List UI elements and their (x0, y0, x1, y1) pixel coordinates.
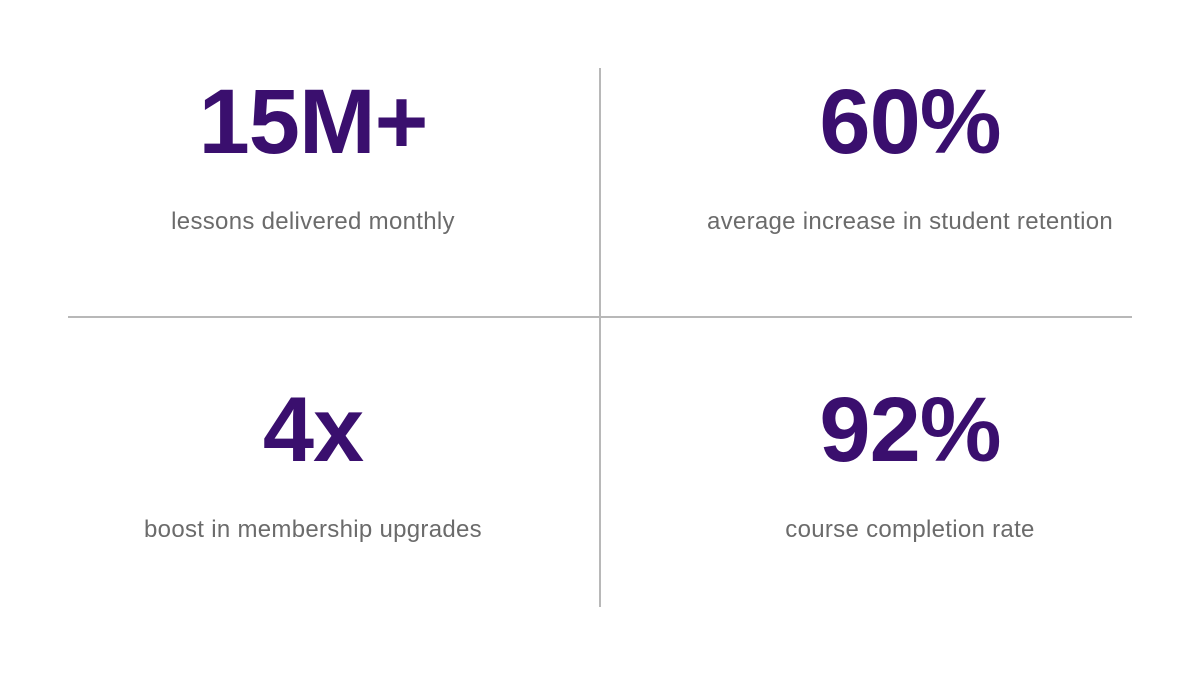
stat-value: 92% (819, 379, 1001, 481)
stat-value: 60% (819, 71, 1001, 173)
stat-cell: 92% course completion rate (630, 375, 1190, 575)
stat-value: 15M+ (198, 71, 429, 173)
stat-cell: 15M+ lessons delivered monthly (33, 67, 593, 267)
stat-label: course completion rate (785, 516, 1035, 543)
stat-label: lessons delivered monthly (171, 208, 455, 235)
divider-horizontal (68, 316, 1132, 318)
stat-label: boost in membership upgrades (144, 516, 482, 543)
stat-value: 4x (262, 379, 364, 481)
stat-cell: 4x boost in membership upgrades (33, 375, 593, 575)
stat-cell: 60% average increase in student retentio… (630, 67, 1190, 267)
divider-vertical (599, 68, 601, 607)
stat-label: average increase in student retention (706, 208, 1114, 235)
